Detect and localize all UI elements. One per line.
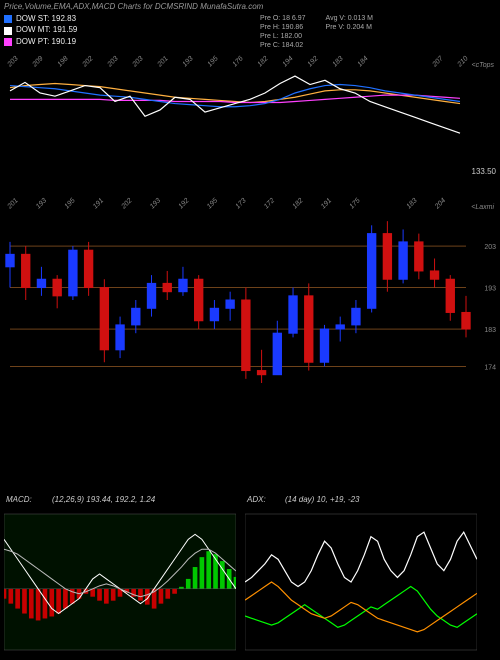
svg-text:202: 202 — [81, 55, 95, 69]
svg-text:193: 193 — [35, 197, 48, 210]
legend-right: Pre O: 18 6.97 Pre H: 190.86 Pre L: 182.… — [260, 14, 373, 50]
swatch-dow-st — [4, 15, 12, 23]
prev-high: Pre H: 190.86 — [260, 23, 306, 32]
svg-text:192: 192 — [177, 197, 190, 210]
svg-text:191: 191 — [92, 197, 105, 210]
svg-text:<cTops: <cTops — [471, 62, 494, 69]
svg-text:198: 198 — [56, 55, 69, 68]
svg-text:203: 203 — [106, 55, 120, 69]
svg-text:182: 182 — [291, 197, 304, 210]
prev-low: Pre L: 182.00 — [260, 32, 306, 41]
chart-title: Price,Volume,EMA,ADX,MACD Charts for DCM… — [0, 0, 500, 13]
svg-text:183: 183 — [331, 55, 344, 68]
svg-text:194: 194 — [281, 55, 294, 68]
svg-text:203: 203 — [484, 244, 496, 251]
svg-text:175: 175 — [348, 197, 361, 210]
svg-text:201: 201 — [156, 55, 170, 69]
price-tag: 133.50 — [472, 167, 497, 176]
svg-text:203: 203 — [131, 55, 145, 69]
dow-pt-label: DOW PT: 190.19 — [16, 37, 76, 47]
svg-text:193: 193 — [181, 55, 194, 68]
dow-mt-label: DOW MT: 191.59 — [16, 25, 77, 35]
svg-text:207: 207 — [431, 55, 446, 69]
svg-text:195: 195 — [206, 197, 219, 210]
prev-open: Pre O: 18 6.97 — [260, 14, 306, 23]
svg-text:193: 193 — [149, 197, 162, 210]
svg-text:(12,26,9) 193.44, 192.2, 1.24: (12,26,9) 193.44, 192.2, 1.24 — [52, 495, 156, 504]
avg-vol: Avg V: 0.013 M — [326, 14, 373, 23]
svg-text:174: 174 — [484, 364, 496, 371]
svg-text:191: 191 — [320, 197, 333, 210]
svg-text:201: 201 — [6, 197, 20, 211]
svg-text:204: 204 — [433, 197, 447, 211]
svg-text:195: 195 — [63, 197, 76, 210]
adx-panel: ADX: (14 day) 10, +19, -23 — [245, 490, 477, 655]
svg-text:183: 183 — [484, 327, 496, 334]
svg-text:176: 176 — [231, 55, 244, 68]
svg-text:209: 209 — [31, 55, 45, 69]
legend-left: DOW ST: 192.83 DOW MT: 191.59 DOW PT: 19… — [4, 14, 77, 48]
svg-text:195: 195 — [206, 55, 219, 68]
svg-text:(14 day) 10, +19, -23: (14 day) 10, +19, -23 — [285, 495, 360, 504]
svg-text:193: 193 — [484, 286, 496, 293]
svg-text:172: 172 — [263, 197, 276, 210]
svg-text:202: 202 — [120, 197, 134, 211]
candlestick-panel: 201 193 195 191 202 193 192 195 173 172 182 191 175 1… — [0, 195, 500, 395]
prev-close: Pre C: 184.02 — [260, 41, 306, 50]
swatch-dow-pt — [4, 38, 12, 46]
svg-text:<Laxmi: <Laxmi — [471, 204, 494, 211]
macd-panel: MACD: (12,26,9) 193.44, 192.2, 1.24 — [4, 490, 236, 655]
swatch-dow-mt — [4, 27, 12, 35]
svg-text:192: 192 — [306, 55, 319, 68]
prev-vol: Pre V: 0.204 M — [326, 23, 373, 32]
svg-text:182: 182 — [256, 55, 269, 68]
svg-text:210: 210 — [456, 55, 470, 69]
svg-text:183: 183 — [405, 197, 418, 210]
price-ema-panel: 203 209 198 202 203 203 201 193 195 176 182 194 192 1… — [0, 55, 500, 180]
svg-text:ADX:: ADX: — [246, 495, 266, 504]
svg-text:173: 173 — [234, 197, 247, 210]
svg-text:MACD:: MACD: — [6, 495, 32, 504]
svg-text:184: 184 — [356, 55, 369, 68]
svg-text:203: 203 — [6, 55, 20, 69]
dow-st-label: DOW ST: 192.83 — [16, 14, 76, 24]
